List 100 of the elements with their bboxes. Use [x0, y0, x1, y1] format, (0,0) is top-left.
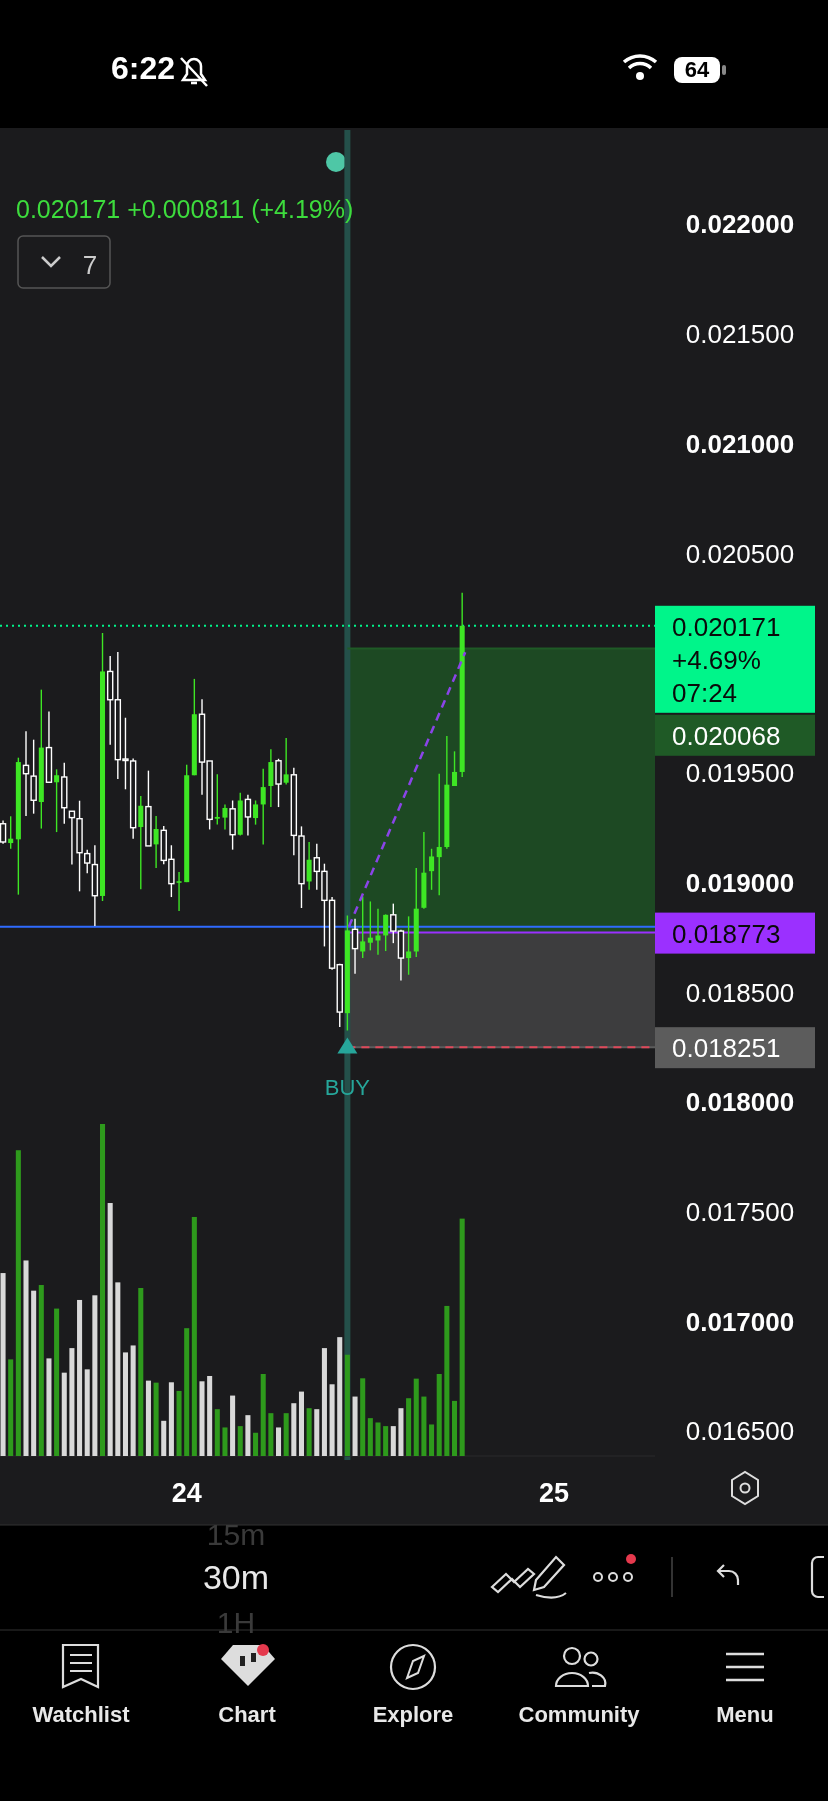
text: 64 [684, 57, 710, 82]
annotation: BUY [324, 1075, 371, 1101]
bar [429, 1424, 435, 1456]
bar [107, 1203, 113, 1456]
candlestick [306, 841, 312, 891]
bar [176, 1390, 182, 1456]
bar [8, 1359, 14, 1456]
bar [138, 1288, 144, 1456]
bar [237, 1426, 243, 1456]
bar [46, 1358, 52, 1456]
bar [436, 1374, 442, 1456]
bar [153, 1382, 159, 1456]
candlestick [406, 915, 412, 976]
text: Community [518, 1702, 641, 1727]
candlestick [452, 750, 458, 787]
bar [184, 1328, 190, 1456]
bar [451, 1400, 458, 1456]
bar [145, 1380, 151, 1456]
bar [92, 1295, 98, 1456]
bar [268, 1413, 274, 1456]
candlestick [176, 871, 182, 912]
candlestick [360, 895, 366, 959]
text: 1H [216, 1606, 256, 1639]
candlestick [253, 799, 259, 826]
y-tick-label: 0.022000 [685, 209, 795, 240]
bar [337, 1337, 343, 1456]
bar [61, 1372, 67, 1456]
candlestick [214, 773, 220, 826]
bar [38, 1285, 44, 1456]
y-tick-label: 0.017500 [685, 1197, 795, 1227]
bar [191, 1216, 197, 1456]
bar [344, 1354, 350, 1456]
text: Chart [218, 1702, 277, 1727]
bar [398, 1408, 404, 1456]
bar [421, 1396, 427, 1456]
text: 0.020171 +0.000811 (+4.19%) [16, 195, 354, 223]
bar [54, 1308, 60, 1456]
bar [413, 1378, 419, 1456]
candlestick [84, 848, 91, 874]
bar [459, 1218, 465, 1456]
text: 6:22 [110, 50, 176, 86]
bar [122, 1352, 129, 1456]
y-tick-label: 0.019500 [685, 758, 795, 789]
bar [31, 1290, 37, 1456]
candlestick [268, 748, 274, 808]
candlestick [275, 758, 282, 808]
candlestick [367, 900, 373, 952]
bar [245, 1415, 251, 1456]
bar [77, 1299, 83, 1456]
bar [383, 1426, 389, 1456]
bar [360, 1378, 366, 1456]
candlestick [383, 913, 389, 952]
x-tick-label: 25 [538, 1478, 570, 1508]
x-tick-label: 24 [171, 1478, 202, 1508]
text: Watchlist [32, 1702, 131, 1727]
bar [306, 1408, 312, 1456]
bar [444, 1305, 450, 1456]
ref-line-label: 0.020068 [672, 720, 781, 751]
y-tick-label: 0.019000 [685, 867, 795, 898]
text: Menu [716, 1702, 774, 1727]
y-tick-label: 0.021500 [685, 319, 795, 350]
bar [314, 1409, 320, 1456]
annotation: 7 [82, 250, 98, 280]
bar [15, 1150, 21, 1456]
candlestick [260, 767, 266, 846]
text: 30m [202, 1558, 270, 1596]
y-tick-label: 0.021000 [685, 428, 795, 459]
bar [253, 1432, 259, 1456]
candlestick [222, 803, 228, 831]
ref-line-label: 0.020171 +4.69% 07:24 [672, 611, 781, 708]
bar [100, 1124, 106, 1456]
bar [222, 1427, 228, 1456]
bar [161, 1420, 167, 1456]
bar [230, 1395, 236, 1456]
bar [291, 1403, 297, 1456]
bar [199, 1381, 205, 1456]
text: Explore [372, 1702, 454, 1727]
text: 15m [206, 1518, 266, 1551]
candlestick [54, 768, 60, 833]
y-tick-label: 0.018000 [685, 1087, 795, 1118]
candlestick [8, 815, 14, 850]
candlestick [283, 737, 289, 786]
bar [283, 1413, 289, 1456]
bar [406, 1398, 412, 1456]
bar [276, 1427, 282, 1456]
bar [321, 1348, 327, 1456]
bar [260, 1374, 266, 1456]
candlestick [375, 907, 381, 956]
bar [367, 1418, 373, 1456]
bar [352, 1396, 358, 1456]
y-tick-label: 0.018500 [685, 977, 795, 1008]
bar [69, 1348, 75, 1456]
candlestick [351, 918, 359, 975]
bar [375, 1422, 381, 1456]
bar [0, 1273, 6, 1456]
ref-line-label: 0.018773 [672, 918, 781, 949]
bar [390, 1426, 396, 1456]
bar [130, 1345, 136, 1456]
candlestick [138, 795, 144, 891]
bar [298, 1391, 304, 1456]
